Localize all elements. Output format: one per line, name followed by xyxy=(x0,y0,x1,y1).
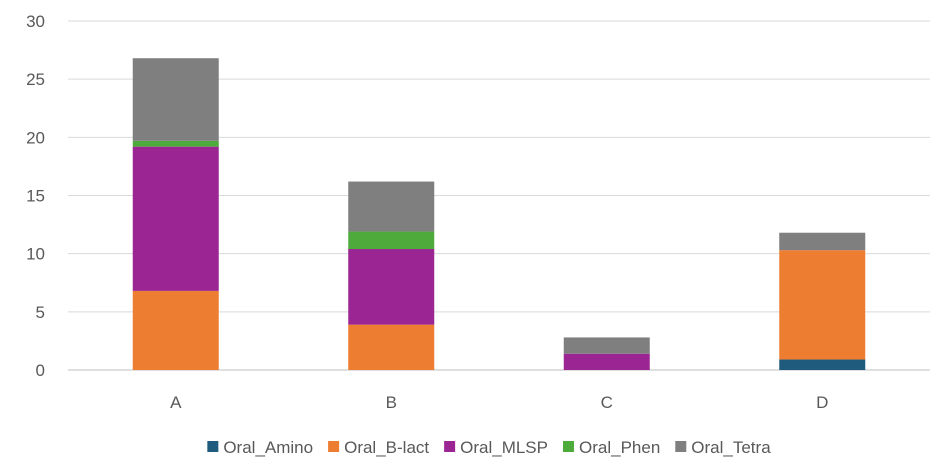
legend-label: Oral_Amino xyxy=(223,438,313,457)
bar-segment-oral-mlsp-b xyxy=(348,249,435,325)
legend-label: Oral_B-lact xyxy=(344,438,429,457)
bar-segment-oral-mlsp-c xyxy=(563,353,650,370)
legend-swatch xyxy=(328,441,340,452)
bar-segment-oral-b-lact-b xyxy=(348,324,435,370)
bar-segment-oral-phen-a xyxy=(132,140,219,147)
x-tick-label: B xyxy=(386,393,397,412)
bar-segment-oral-mlsp-a xyxy=(132,146,219,291)
x-tick-label: A xyxy=(170,393,182,412)
y-tick-label: 0 xyxy=(36,361,45,380)
legend-swatch xyxy=(444,441,456,452)
legend-label: Oral_Tetra xyxy=(691,438,771,457)
legend-label: Oral_MLSP xyxy=(460,438,548,457)
y-tick-label: 20 xyxy=(26,128,45,147)
y-tick-label: 25 xyxy=(26,70,45,89)
bar-segment-oral-tetra-c xyxy=(563,337,650,354)
bar-segment-oral-phen-b xyxy=(348,231,435,250)
legend: Oral_Amino Oral_B-lact Oral_MLSP Oral_Phen O… xyxy=(207,438,771,457)
x-tick-label: C xyxy=(601,393,613,412)
bars xyxy=(132,58,866,370)
legend-swatch xyxy=(563,441,575,452)
bar-segment-oral-b-lact-a xyxy=(132,290,219,370)
legend-label: Oral_Phen xyxy=(579,438,660,457)
x-axis-ticks: A B C D xyxy=(170,393,828,412)
bar-segment-oral-tetra-a xyxy=(132,58,219,141)
y-tick-label: 15 xyxy=(26,187,45,206)
legend-swatch xyxy=(207,441,219,452)
y-axis-ticks: 0 5 10 15 20 25 30 xyxy=(26,12,45,380)
legend-swatch xyxy=(675,441,687,452)
y-tick-label: 5 xyxy=(36,303,45,322)
x-tick-label: D xyxy=(816,393,828,412)
bar-segment-oral-b-lact-d xyxy=(779,250,866,360)
y-tick-label: 10 xyxy=(26,245,45,264)
y-tick-label: 30 xyxy=(26,12,45,31)
bar-segment-oral-tetra-d xyxy=(779,232,866,251)
bar-segment-oral-tetra-b xyxy=(348,181,435,232)
bar-segment-oral-amino-d xyxy=(779,359,866,370)
